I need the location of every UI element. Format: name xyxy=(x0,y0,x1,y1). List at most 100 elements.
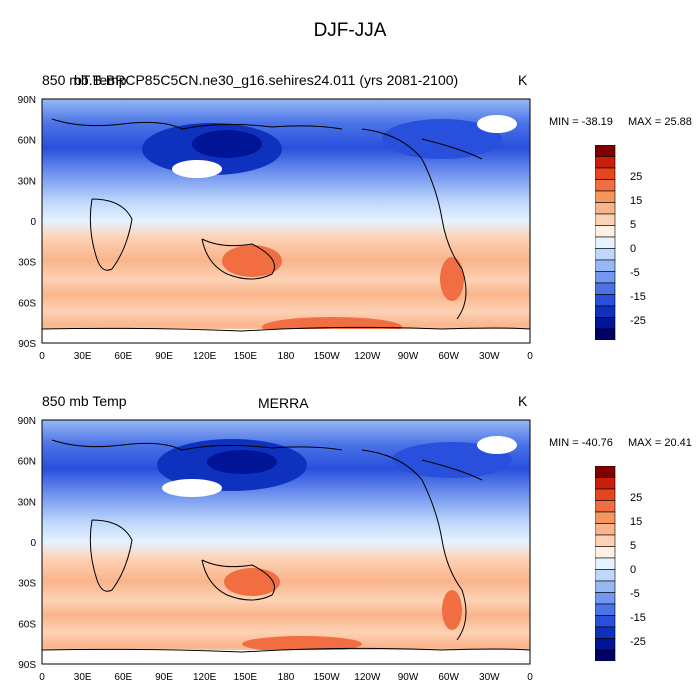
panel-top-center-title: bT.B.BRCP85C5CN.ne30_g16.sehires24.011 (… xyxy=(74,72,459,88)
lon-tick-label: 180 xyxy=(278,351,295,362)
lon-tick-label: 180 xyxy=(278,672,295,683)
colorbar-box xyxy=(595,649,616,661)
coldest-anomaly-siberia xyxy=(207,450,277,474)
panel-top-left-title: 850 mb Temp xyxy=(42,72,127,88)
missing-data-tibet xyxy=(172,160,222,178)
lon-tick-label: 120W xyxy=(354,351,381,362)
colorbar-label: 15 xyxy=(630,516,643,528)
lat-tick-label: 30N xyxy=(18,176,36,187)
lon-tick-label: 120E xyxy=(193,672,217,683)
lon-tick-label: 120E xyxy=(193,351,217,362)
colorbar-box xyxy=(595,557,616,570)
lon-tick-label: 120W xyxy=(354,672,381,683)
panel-top-max-label: MAX = 25.88 xyxy=(628,116,692,128)
lat-tick-label: 60S xyxy=(18,298,36,309)
colorbar-label: 0 xyxy=(630,243,637,255)
colorbar-box xyxy=(595,615,616,628)
panel-bottom-map: 90N 60N 30N 0 30S 60S 90S 0 30E 60E 90E 120E 150E 18… xyxy=(18,416,534,683)
panel-bottom-left-title: 850 mb Temp xyxy=(42,393,127,409)
panel-bottom-units: K xyxy=(518,393,528,409)
panel-top-min-label: MIN = -38.19 xyxy=(549,116,613,128)
lat-tick-label: 90S xyxy=(18,339,36,350)
colorbar-box xyxy=(595,592,616,605)
missing-data-greenland xyxy=(477,436,517,454)
warm-anomaly-south-america xyxy=(442,590,462,630)
lon-tick-label: 60E xyxy=(114,672,132,683)
lon-tick-label: 30E xyxy=(74,351,92,362)
lon-tick-label: 150E xyxy=(234,351,258,362)
colorbar-label: -25 xyxy=(630,636,646,648)
colorbar-label: 5 xyxy=(630,219,637,231)
missing-data-antarctica xyxy=(42,329,530,343)
colorbar-label: -15 xyxy=(630,612,646,624)
colorbar-box xyxy=(595,167,616,180)
lon-tick-label: 0 xyxy=(39,351,45,362)
colorbar-box xyxy=(595,317,616,330)
lon-tick-label: 60W xyxy=(438,351,459,362)
colorbar-label: -25 xyxy=(630,315,646,327)
lon-tick-label: 90E xyxy=(155,351,173,362)
map-frame xyxy=(41,98,531,344)
lon-tick-label: 150W xyxy=(314,351,341,362)
colorbar-label: 5 xyxy=(630,540,637,552)
lon-tick-label: 150E xyxy=(234,672,258,683)
colorbar-box xyxy=(595,145,616,157)
lon-tick-label: 90E xyxy=(155,672,173,683)
panel-top-units: K xyxy=(518,72,528,88)
colorbar-box xyxy=(595,248,616,261)
colorbar-box xyxy=(595,477,616,490)
colorbar-box xyxy=(595,546,616,559)
colorbar-label: -5 xyxy=(630,588,640,600)
map-frame xyxy=(41,419,531,665)
colorbar-box xyxy=(595,626,616,639)
coastlines xyxy=(41,118,531,332)
colorbar-box xyxy=(595,294,616,307)
lon-tick-label: 0 xyxy=(527,351,533,362)
warm-anomaly-south-america xyxy=(440,257,464,301)
colorbar-box xyxy=(595,523,616,536)
lat-tick-label: 60N xyxy=(18,457,36,468)
colorbar-box xyxy=(595,179,616,192)
colorbar-box xyxy=(595,190,616,203)
lon-axis: 0 30E 60E 90E 120E 150E 180 150W 120W 90W 60W 30W 0 xyxy=(39,672,533,683)
colorbar-label: -15 xyxy=(630,291,646,303)
lat-tick-label: 60N xyxy=(18,136,36,147)
colorbar-box xyxy=(595,511,616,524)
lat-tick-label: 30S xyxy=(18,579,36,590)
colorbar-box xyxy=(595,603,616,616)
colorbar-box xyxy=(595,500,616,513)
colorbar-boxes xyxy=(595,145,616,340)
lat-tick-label: 90S xyxy=(18,660,36,671)
missing-data-antarctica xyxy=(42,650,530,664)
panel-top-map: 90N 60N 30N 0 30S 60S 90S 0 30E 60E 90E 120E 150E 18… xyxy=(18,95,534,362)
colorbar-box xyxy=(595,282,616,295)
colorbar-boxes xyxy=(595,466,616,661)
panel-top-colorbar xyxy=(595,145,616,340)
lon-tick-label: 90W xyxy=(398,351,419,362)
figure-title: DJF-JJA xyxy=(313,20,387,41)
warm-anomaly-australia xyxy=(224,568,280,596)
colorbar-box xyxy=(595,202,616,215)
lon-tick-label: 60E xyxy=(114,351,132,362)
lon-tick-label: 30W xyxy=(479,672,500,683)
colorbar-box xyxy=(595,236,616,249)
lat-tick-label: 60S xyxy=(18,619,36,630)
colorbar-box xyxy=(595,259,616,272)
lon-tick-label: 0 xyxy=(527,672,533,683)
colorbar-box xyxy=(595,213,616,226)
colorbar-box xyxy=(595,638,616,651)
colorbar-box xyxy=(595,534,616,547)
coldest-anomaly-siberia xyxy=(192,130,262,158)
colorbar-box xyxy=(595,156,616,169)
lon-tick-label: 90W xyxy=(398,672,419,683)
warm-anomaly-antarctica xyxy=(242,636,362,652)
lat-tick-label: 30S xyxy=(18,258,36,269)
colorbar-label: 0 xyxy=(630,564,637,576)
colorbar-label: 25 xyxy=(630,492,643,504)
colorbar-box xyxy=(595,271,616,284)
colorbar-label: 15 xyxy=(630,195,643,207)
missing-data-tibet xyxy=(162,479,222,497)
lat-tick-label: 0 xyxy=(30,217,36,228)
lat-tick-label: 90N xyxy=(18,95,36,106)
lat-axis: 90N 60N 30N 0 30S 60S 90S xyxy=(18,95,37,350)
